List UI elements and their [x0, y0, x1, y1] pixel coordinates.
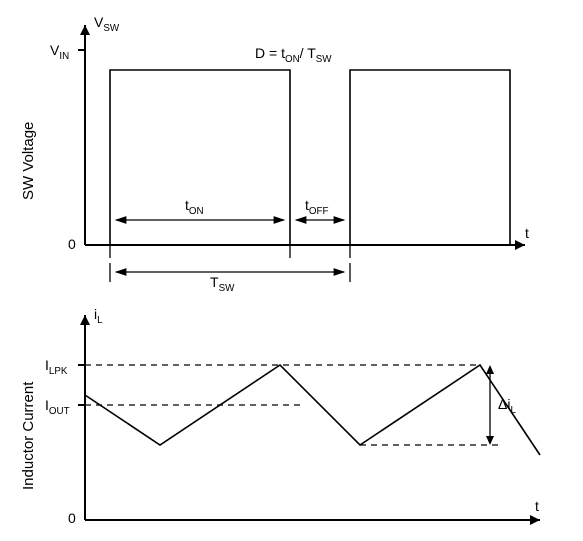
top-zero-label: 0	[68, 236, 76, 252]
waveform-diagram: VSW VIN 0 t D = tON/ TSW tON tOFF TSW SW…	[0, 0, 583, 541]
top-time-axis-label: t	[525, 225, 529, 241]
bottom-zero-label: 0	[68, 510, 76, 526]
delta-il-label: ΔiL	[498, 396, 516, 416]
ilpk-label: ILPK	[45, 357, 67, 377]
il-axis-label: iL	[94, 306, 103, 326]
sw-voltage-trace	[85, 70, 510, 245]
diagram-svg	[0, 0, 583, 541]
inductor-current-title: Inductor Current	[20, 382, 37, 490]
inductor-current-trace	[85, 365, 540, 455]
duty-formula: D = tON/ TSW	[255, 45, 332, 65]
tsw-label: TSW	[210, 274, 234, 294]
iout-label: IOUT	[45, 397, 70, 417]
vin-label: VIN	[50, 42, 69, 62]
toff-label: tOFF	[305, 197, 328, 217]
bottom-time-axis-label: t	[535, 498, 539, 514]
vsw-axis-label: VSW	[94, 14, 119, 34]
ton-label: tON	[185, 197, 204, 217]
sw-voltage-title: SW Voltage	[20, 122, 37, 200]
